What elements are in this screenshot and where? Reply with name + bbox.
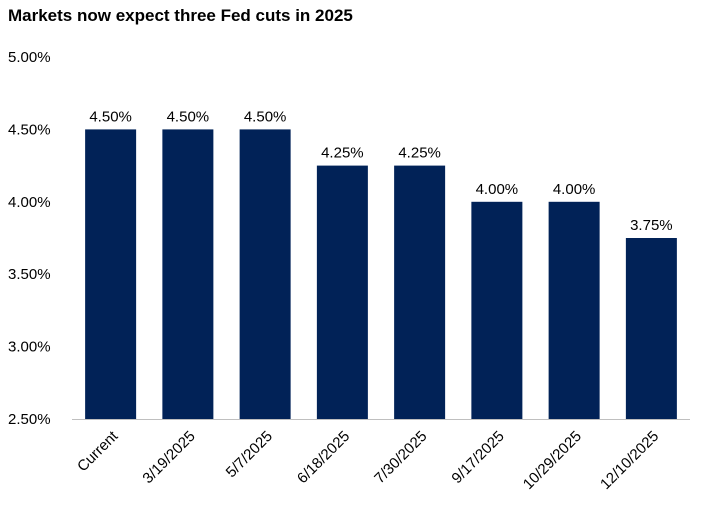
bar [625,238,677,419]
x-tick-label: 10/29/2025 [520,428,585,493]
bar-value-label: 4.00% [476,181,519,198]
bar-value-label: 4.50% [89,108,132,125]
x-axis-labels: Current 3/19/2025 5/7/2025 6/18/2025 7/30/20… [74,427,662,493]
x-tick-label: 5/7/2025 [223,428,276,481]
x-tick-label: 9/17/2025 [448,428,507,487]
bar-value-label: 4.50% [244,108,287,125]
bar-value-label: 4.25% [321,145,364,162]
bar-value-label: 4.00% [553,181,596,198]
bar [162,129,214,419]
bars [85,129,677,419]
bar [239,129,291,419]
bar [85,129,137,419]
x-tick-label: 7/30/2025 [371,428,430,487]
bar-value-label: 4.25% [398,145,441,162]
bar [548,201,600,419]
x-tick-label: 6/18/2025 [294,428,353,487]
x-tick-label: 3/19/2025 [139,428,198,487]
y-tick-label: 5.00% [8,49,51,66]
data-labels: 4.50% 4.50% 4.50% 4.25% 4.25% 4.00% 4.00% 3.75% [89,108,672,234]
y-tick-label: 4.50% [8,121,51,138]
x-tick-label: Current [74,427,122,475]
y-tick-label: 3.50% [8,266,51,283]
bar [394,165,446,419]
bar [316,165,368,419]
y-tick-label: 3.00% [8,339,51,356]
y-axis-ticks: 2.50% 3.00% 3.50% 4.00% 4.50% 5.00% [8,49,51,428]
chart-title: Markets now expect three Fed cuts in 202… [8,6,353,25]
bar [471,201,523,419]
bar-value-label: 3.75% [630,217,673,234]
y-tick-label: 2.50% [8,411,51,428]
y-tick-label: 4.00% [8,194,51,211]
x-tick-label: 12/10/2025 [597,428,662,493]
bar-value-label: 4.50% [167,108,210,125]
